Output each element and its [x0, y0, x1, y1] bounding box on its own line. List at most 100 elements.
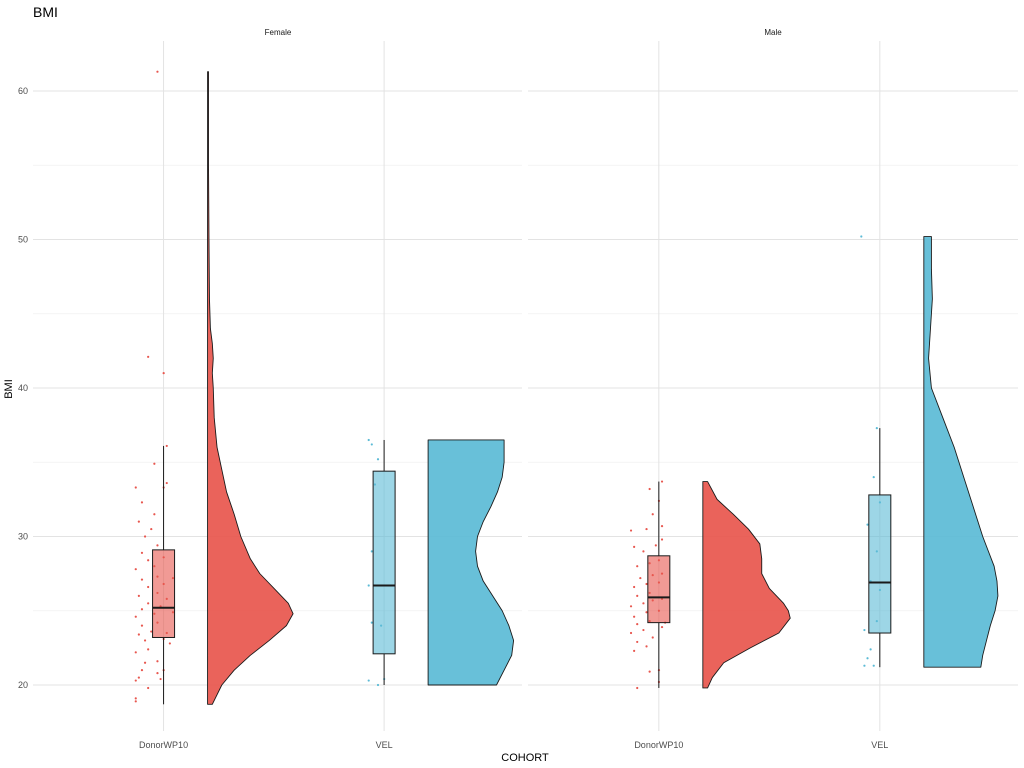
data-point — [137, 520, 140, 523]
x-tick-label-vel: VEL — [376, 740, 393, 750]
data-point — [645, 645, 648, 648]
data-point — [642, 602, 645, 605]
facet-strip-label-female: Female — [265, 28, 292, 37]
box-female-vel — [372, 470, 396, 655]
data-point — [143, 661, 147, 664]
density-female-donorwp10 — [207, 71, 294, 705]
box-male-donorwp10 — [647, 555, 671, 624]
data-point — [370, 443, 373, 446]
data-point — [660, 625, 664, 629]
group-male-vel — [860, 235, 999, 668]
data-point — [660, 538, 664, 541]
data-point — [150, 527, 153, 531]
data-point — [645, 527, 648, 531]
data-point — [875, 426, 878, 430]
data-point — [639, 576, 642, 580]
data-point — [863, 628, 866, 632]
facet-female: Female — [134, 28, 515, 705]
data-point — [159, 677, 162, 681]
y-tick-label: 60 — [18, 86, 28, 96]
y-axis-title: BMI — [3, 379, 15, 399]
data-point — [156, 660, 159, 663]
data-point — [140, 551, 144, 554]
data-point — [137, 594, 140, 598]
data-point — [367, 584, 370, 587]
data-point — [629, 529, 633, 532]
data-point — [367, 679, 370, 682]
data-point — [370, 621, 373, 624]
data-point — [140, 501, 144, 504]
data-point — [642, 628, 645, 632]
data-point — [165, 444, 168, 448]
chart-title: BMI — [33, 4, 58, 20]
data-point — [134, 615, 137, 618]
data-point — [134, 568, 137, 571]
x-tick-label-donorwp10: DonorWP10 — [634, 740, 683, 750]
data-point — [629, 631, 633, 635]
data-point — [636, 565, 639, 568]
density-male-vel — [923, 236, 999, 668]
facet-male: Male — [629, 28, 999, 690]
x-axis-title: COHORT — [501, 752, 549, 764]
data-point — [660, 525, 664, 528]
data-point — [153, 513, 156, 516]
data-point — [150, 630, 153, 633]
data-point — [147, 559, 150, 562]
data-point — [866, 523, 869, 526]
y-tick-label: 20 — [18, 680, 28, 690]
y-tick-label: 50 — [18, 235, 28, 245]
y-tick-label: 30 — [18, 532, 28, 542]
data-point — [147, 355, 150, 358]
density-male-donorwp10 — [702, 481, 791, 689]
x-tick-label-vel: VEL — [871, 740, 888, 750]
group-female-donorwp10 — [134, 70, 294, 705]
data-point — [156, 672, 159, 675]
data-point — [147, 585, 150, 589]
data-point — [629, 605, 633, 608]
data-point — [648, 487, 651, 491]
data-point — [376, 683, 380, 687]
data-point — [134, 486, 137, 489]
data-point — [140, 578, 144, 581]
data-point — [633, 585, 636, 589]
data-point — [645, 611, 648, 614]
data-point — [140, 624, 144, 627]
data-point — [633, 615, 636, 618]
data-point — [134, 651, 137, 654]
density-female-vel — [427, 439, 515, 686]
data-point — [869, 648, 872, 651]
data-point — [147, 648, 150, 651]
data-point — [660, 480, 664, 483]
data-point — [147, 602, 150, 605]
data-point — [134, 700, 137, 703]
data-point — [140, 669, 144, 672]
data-point — [140, 608, 144, 611]
data-point — [633, 649, 636, 652]
data-point — [147, 686, 150, 690]
group-female-vel — [367, 438, 515, 687]
data-point — [633, 545, 636, 548]
x-axis-ticks: DonorWP10 VEL DonorWP10 VEL — [139, 740, 888, 750]
data-point — [370, 550, 373, 553]
data-point — [134, 697, 137, 700]
data-point — [636, 623, 639, 626]
y-tick-label: 40 — [18, 383, 28, 393]
data-point — [134, 679, 137, 682]
group-male-donorwp10 — [629, 480, 791, 690]
data-point — [648, 670, 651, 673]
data-point — [137, 633, 140, 636]
box-female-donorwp10 — [152, 549, 176, 638]
data-point — [137, 676, 140, 679]
y-axis-ticks: 20 30 40 50 60 — [18, 86, 28, 690]
data-point — [143, 535, 147, 538]
data-point — [143, 639, 147, 642]
data-point — [168, 642, 171, 645]
data-point — [156, 70, 159, 73]
data-point — [651, 636, 654, 639]
data-point — [642, 550, 645, 553]
data-point — [156, 544, 159, 547]
x-tick-label-donorwp10: DonorWP10 — [139, 740, 188, 750]
data-point — [636, 686, 639, 690]
data-point — [376, 458, 380, 461]
data-point — [866, 657, 869, 660]
